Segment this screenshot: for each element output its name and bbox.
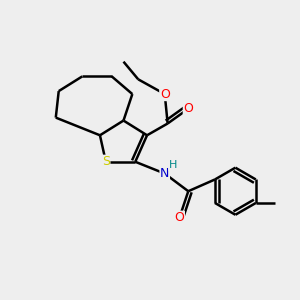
Text: H: H (169, 160, 177, 170)
Text: O: O (183, 102, 193, 115)
Text: S: S (102, 155, 110, 168)
Text: O: O (160, 88, 170, 100)
Text: N: N (160, 167, 169, 180)
Text: O: O (175, 211, 184, 224)
